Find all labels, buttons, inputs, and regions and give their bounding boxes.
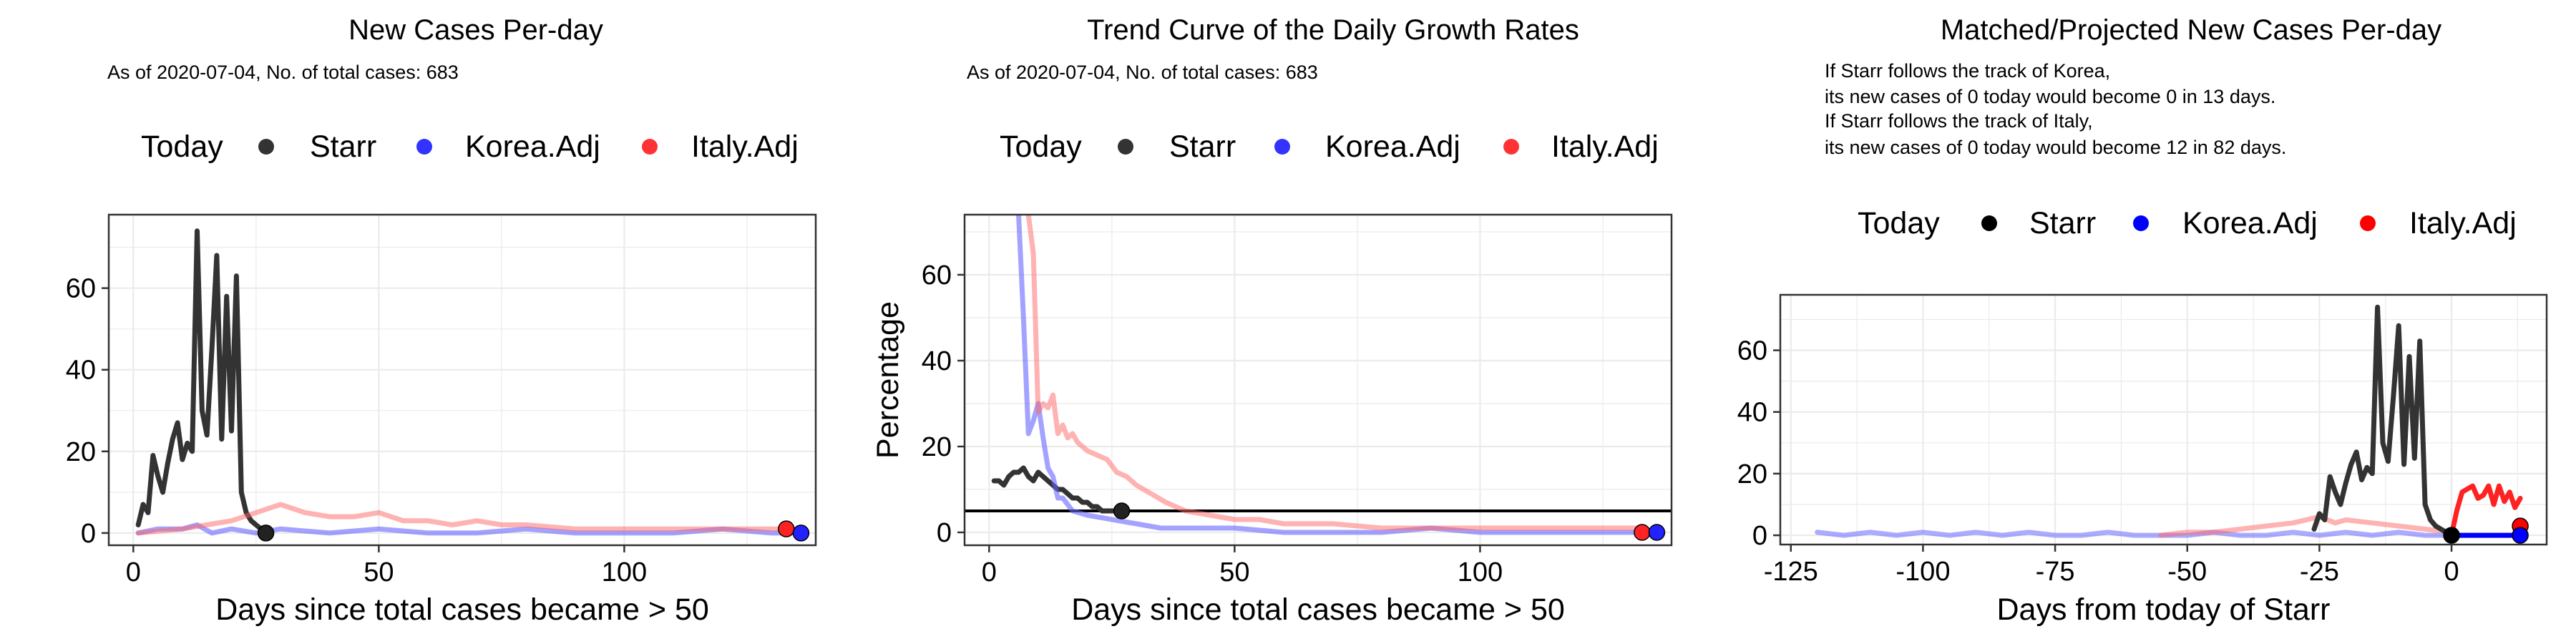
chart-panel-3: Matched/Projected New Cases Per-day If St… bbox=[1737, 14, 2548, 627]
y-tick-label: 40 bbox=[922, 346, 952, 376]
x-tick-label: -25 bbox=[2300, 557, 2339, 587]
plot-border bbox=[1779, 293, 2548, 546]
today-point-starr bbox=[1113, 502, 1131, 519]
y-tick-label: 0 bbox=[1752, 521, 1767, 551]
series-line-italy-adj-projected bbox=[2449, 483, 2523, 538]
chart-subtitle: As of 2020-07-04, No. of total cases: 68… bbox=[107, 62, 459, 83]
legend-label: Italy.Adj bbox=[1551, 130, 1659, 164]
legend-key-korea-adj bbox=[1274, 139, 1290, 155]
plot-area bbox=[107, 213, 817, 547]
legend-label: Starr bbox=[310, 130, 376, 164]
series-line-italy-adj bbox=[135, 502, 789, 536]
legend-label: Korea.Adj bbox=[465, 130, 600, 164]
legend-label: Starr bbox=[1169, 130, 1236, 164]
legend-key-starr bbox=[1981, 215, 1997, 231]
y-tick-label: 60 bbox=[1737, 336, 1767, 366]
legend-label: Korea.Adj bbox=[1325, 130, 1460, 164]
plot-area bbox=[963, 213, 1673, 547]
today-point-korea-adj bbox=[792, 525, 810, 542]
today-point-italy-adj bbox=[1634, 524, 1651, 541]
x-tick-label: -50 bbox=[2167, 557, 2207, 587]
legend-key-italy-adj bbox=[642, 139, 658, 155]
x-axis-label: Days from today of Starr bbox=[1997, 592, 2331, 627]
chart-legend: Today Starr Korea.Adj Italy.Adj bbox=[141, 130, 799, 164]
legend-key-italy-adj bbox=[1503, 139, 1519, 155]
series-group bbox=[135, 228, 794, 536]
legend-key-italy-adj bbox=[2360, 215, 2376, 231]
y-tick-label: 20 bbox=[922, 432, 952, 462]
chart-title: Matched/Projected New Cases Per-day bbox=[1941, 14, 2441, 46]
x-tick-label: -75 bbox=[2036, 557, 2075, 587]
today-point-starr bbox=[257, 525, 275, 542]
today-point-italy-adj bbox=[778, 520, 795, 537]
series-line-starr bbox=[2311, 304, 2454, 538]
x-tick-label: 50 bbox=[364, 557, 394, 587]
x-axis-label: Days since total cases became > 50 bbox=[215, 592, 709, 627]
legend-title: Today bbox=[1000, 130, 1082, 164]
x-tick-label: 0 bbox=[126, 557, 141, 587]
legend-label: Korea.Adj bbox=[2182, 206, 2318, 240]
chart-panel-1: New Cases Per-day As of 2020-07-04, No. o… bbox=[66, 14, 817, 627]
x-tick-label: 50 bbox=[1219, 557, 1249, 587]
today-point-korea-adj bbox=[1648, 524, 1666, 541]
chart-title: Trend Curve of the Daily Growth Rates bbox=[1087, 14, 1579, 46]
series-line-korea-adj bbox=[1815, 530, 2454, 538]
x-tick-label: 100 bbox=[1458, 557, 1503, 587]
legend-label: Italy.Adj bbox=[2409, 206, 2517, 240]
chart-subtitle-line: its new cases of 0 today would become 0 … bbox=[1825, 86, 2275, 107]
y-tick-label: 0 bbox=[937, 518, 952, 548]
legend-title: Today bbox=[1858, 206, 1940, 240]
x-axis-label: Days since total cases became > 50 bbox=[1071, 592, 1565, 627]
x-tick-label: -125 bbox=[1764, 557, 1818, 587]
legend-key-starr bbox=[1118, 139, 1133, 155]
today-point-korea-adj bbox=[2512, 527, 2529, 544]
legend-label: Starr bbox=[2029, 206, 2096, 240]
x-tick-label: 0 bbox=[2444, 557, 2459, 587]
series-group bbox=[991, 215, 1650, 535]
plot-border bbox=[963, 213, 1673, 547]
plot-area bbox=[1779, 293, 2548, 546]
chart-title: New Cases Per-day bbox=[348, 14, 603, 46]
y-tick-label: 20 bbox=[1737, 459, 1767, 489]
chart-legend: Today Starr Korea.Adj Italy.Adj bbox=[1000, 130, 1659, 164]
series-line-starr bbox=[135, 228, 269, 536]
chart-panel-2: Trend Curve of the Daily Growth Rates As … bbox=[871, 14, 1673, 627]
y-axis-label: Percentage bbox=[871, 301, 905, 459]
x-tick-label: -100 bbox=[1896, 557, 1950, 587]
x-tick-label: 100 bbox=[602, 557, 647, 587]
legend-key-starr bbox=[258, 139, 274, 155]
y-tick-label: 60 bbox=[922, 260, 952, 291]
legend-label: Italy.Adj bbox=[691, 130, 799, 164]
legend-key-korea-adj bbox=[416, 139, 432, 155]
series-group bbox=[1815, 304, 2523, 538]
y-tick-label: 40 bbox=[66, 356, 96, 386]
chart-subtitle-line: its new cases of 0 today would become 12… bbox=[1825, 137, 2286, 158]
x-tick-label: 0 bbox=[982, 557, 997, 587]
chart-subtitle-line: If Starr follows the track of Italy, bbox=[1825, 110, 2093, 132]
legend-title: Today bbox=[141, 130, 223, 164]
y-tick-label: 40 bbox=[1737, 398, 1767, 428]
y-tick-label: 20 bbox=[66, 437, 96, 467]
legend-key-korea-adj bbox=[2133, 215, 2149, 231]
chart-legend: Today Starr Korea.Adj Italy.Adj bbox=[1858, 206, 2517, 240]
chart-subtitle: As of 2020-07-04, No. of total cases: 68… bbox=[967, 62, 1318, 83]
chart-subtitle-line: If Starr follows the track of Korea, bbox=[1825, 60, 2110, 82]
y-tick-label: 60 bbox=[66, 274, 96, 304]
plot-border bbox=[107, 213, 817, 547]
today-point-starr bbox=[2443, 527, 2460, 544]
series-line-italy-adj bbox=[1025, 215, 1645, 531]
y-tick-label: 0 bbox=[81, 519, 96, 549]
